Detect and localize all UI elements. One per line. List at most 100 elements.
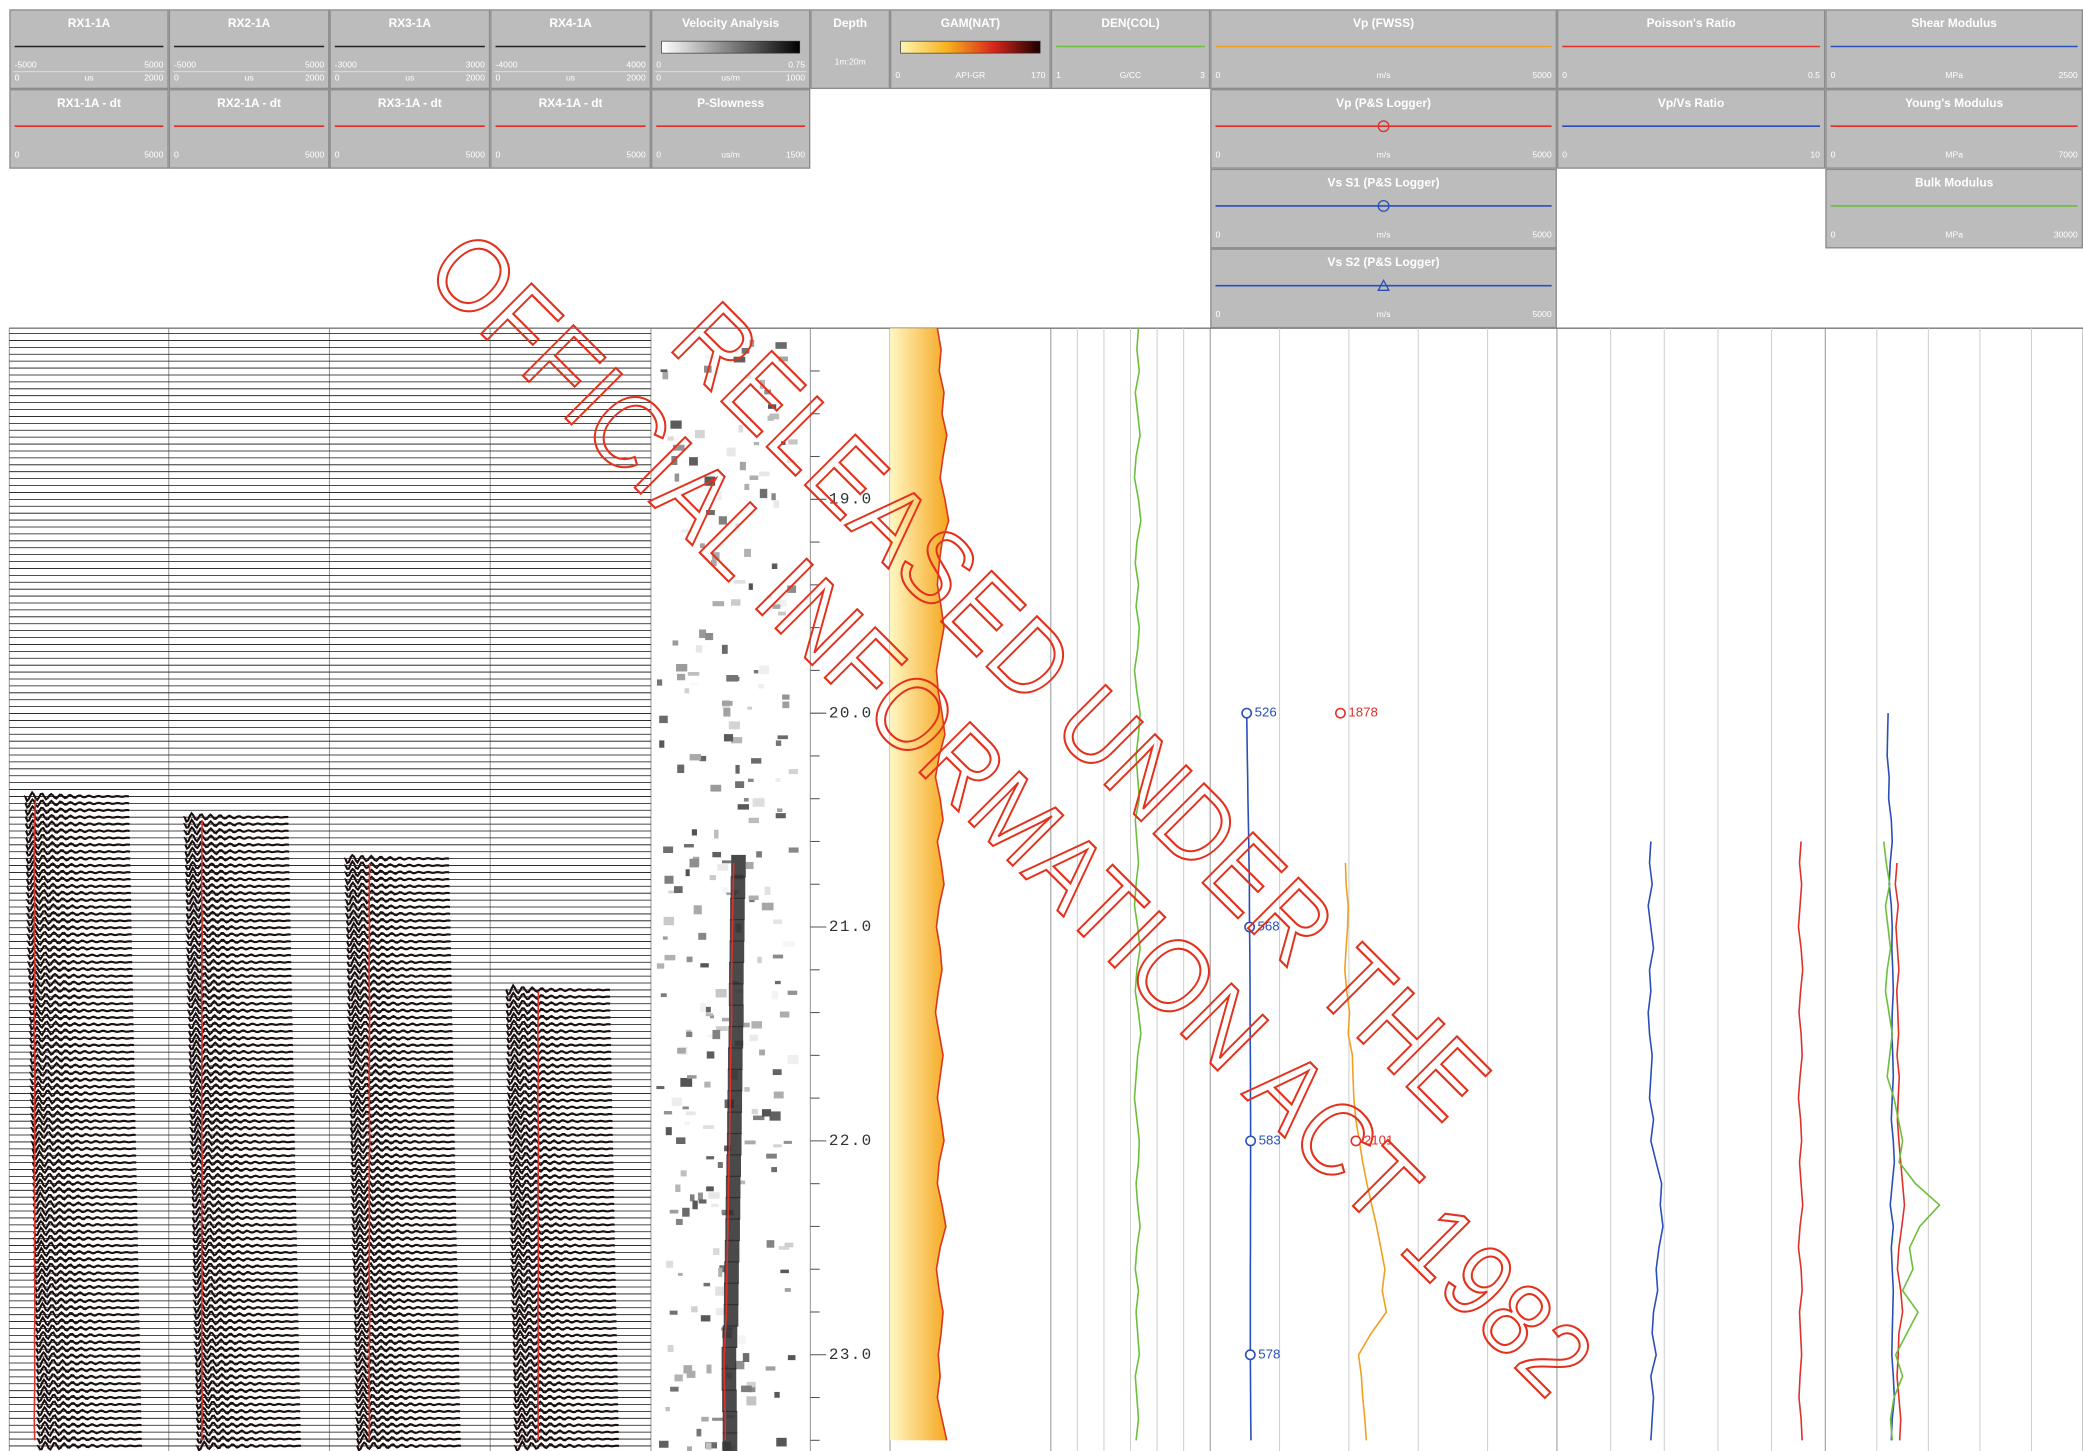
waveform [507,1115,613,1128]
semblance-cell [680,1077,693,1087]
waveform [343,853,450,865]
waveform [347,1033,453,1044]
waveform [25,894,132,906]
scale-max: 5000 [626,150,645,160]
log-curve [1886,713,1896,1441]
semblance-cell [749,1034,758,1042]
waveform [345,921,451,934]
waveform [194,1364,300,1376]
waveform [510,1260,616,1273]
waveform [36,1420,142,1431]
waveform [29,1067,135,1079]
semblance-cell [684,688,690,694]
semblance-cell [689,754,702,761]
waveform [353,1329,459,1342]
semblance-cell [749,339,755,347]
waveform [36,1413,142,1425]
waveform [189,1073,294,1085]
log-curve [1797,841,1804,1441]
semblance-cell [723,734,734,742]
semblance-cell [752,798,765,807]
semblance-cell [764,389,772,395]
semblance-peak [722,1325,738,1348]
waveform [192,1232,297,1244]
log-curve [934,328,950,1441]
waveform [36,1426,142,1438]
legend-marker [1377,278,1390,291]
waveform [29,1088,135,1101]
semblance-cell [783,1140,792,1144]
semblance-cell [692,1200,698,1210]
semblance-cell [773,1144,782,1148]
time-min: 0 [174,73,179,83]
track-header [490,9,651,90]
semblance-cell [705,632,714,641]
semblance-peak [724,1261,739,1284]
time-min: 0 [656,73,661,83]
semblance-cell [759,379,765,389]
log-curve [723,862,735,1441]
waveform [26,942,133,955]
waveform [194,1356,300,1368]
waveform [506,1039,612,1051]
header-title: Velocity Analysis [682,16,779,30]
waveform [31,1171,137,1183]
semblance-cell [721,1017,730,1022]
waveform [347,1060,454,1072]
semblance-peak [726,1154,742,1177]
waveform [353,1351,460,1362]
waveform [29,1061,135,1072]
curve-fill [890,328,949,1441]
waveform [28,983,134,996]
legend-marker [1377,199,1390,212]
waveform [26,957,133,969]
semblance-cell [667,1344,674,1353]
waveform [510,1281,616,1294]
waveform [33,1261,139,1273]
point-marker [1334,707,1346,719]
header-title: GAM(NAT) [941,16,1000,30]
waveform [191,1219,297,1232]
waveform [354,1336,459,1348]
semblance-cell [703,365,712,373]
time-unit: us [566,73,575,83]
waveform [509,1170,614,1183]
semblance-cell [744,483,750,491]
semblance-cell [689,457,698,466]
waveform [195,1406,301,1418]
waveform [350,1192,456,1204]
semblance-cell [769,1111,781,1121]
semblance-cell [695,645,703,653]
semblance-cell [747,706,752,710]
waveform [32,1190,138,1204]
semblance-cell [753,1115,765,1121]
semblance-cell [698,932,707,940]
semblance-cell [672,640,679,646]
waveform [35,1356,141,1369]
waveform [25,845,131,857]
waveform [505,1019,611,1031]
header-title: RX4-1A - dt [539,96,603,110]
semblance-cell [751,1021,763,1029]
waveform [26,921,132,933]
time-max: 2000 [626,73,645,83]
time-max: 1000 [786,73,805,83]
time-unit: us/m [721,73,740,83]
plot-area: 19.0 20.0 21.0 22.0 23.0 1878 2101 526 568 583 578 [8,327,2083,1451]
time-max: 2000 [305,73,324,83]
semblance-cell [658,1440,669,1448]
waveform [344,873,450,886]
waveform [192,1296,299,1307]
waveform [31,1143,137,1155]
semblance-cell [701,1416,709,1422]
semblance-peak [730,897,745,921]
scale-max: 5000 [1532,309,1551,319]
semblance-cell [677,1272,683,1276]
waveform [509,1226,615,1237]
semblance-cell [721,644,728,654]
waveform [346,950,452,961]
waveform [354,1371,460,1384]
waveform [509,1247,616,1259]
semblance-cell [665,1127,672,1136]
waveform [33,1288,140,1299]
